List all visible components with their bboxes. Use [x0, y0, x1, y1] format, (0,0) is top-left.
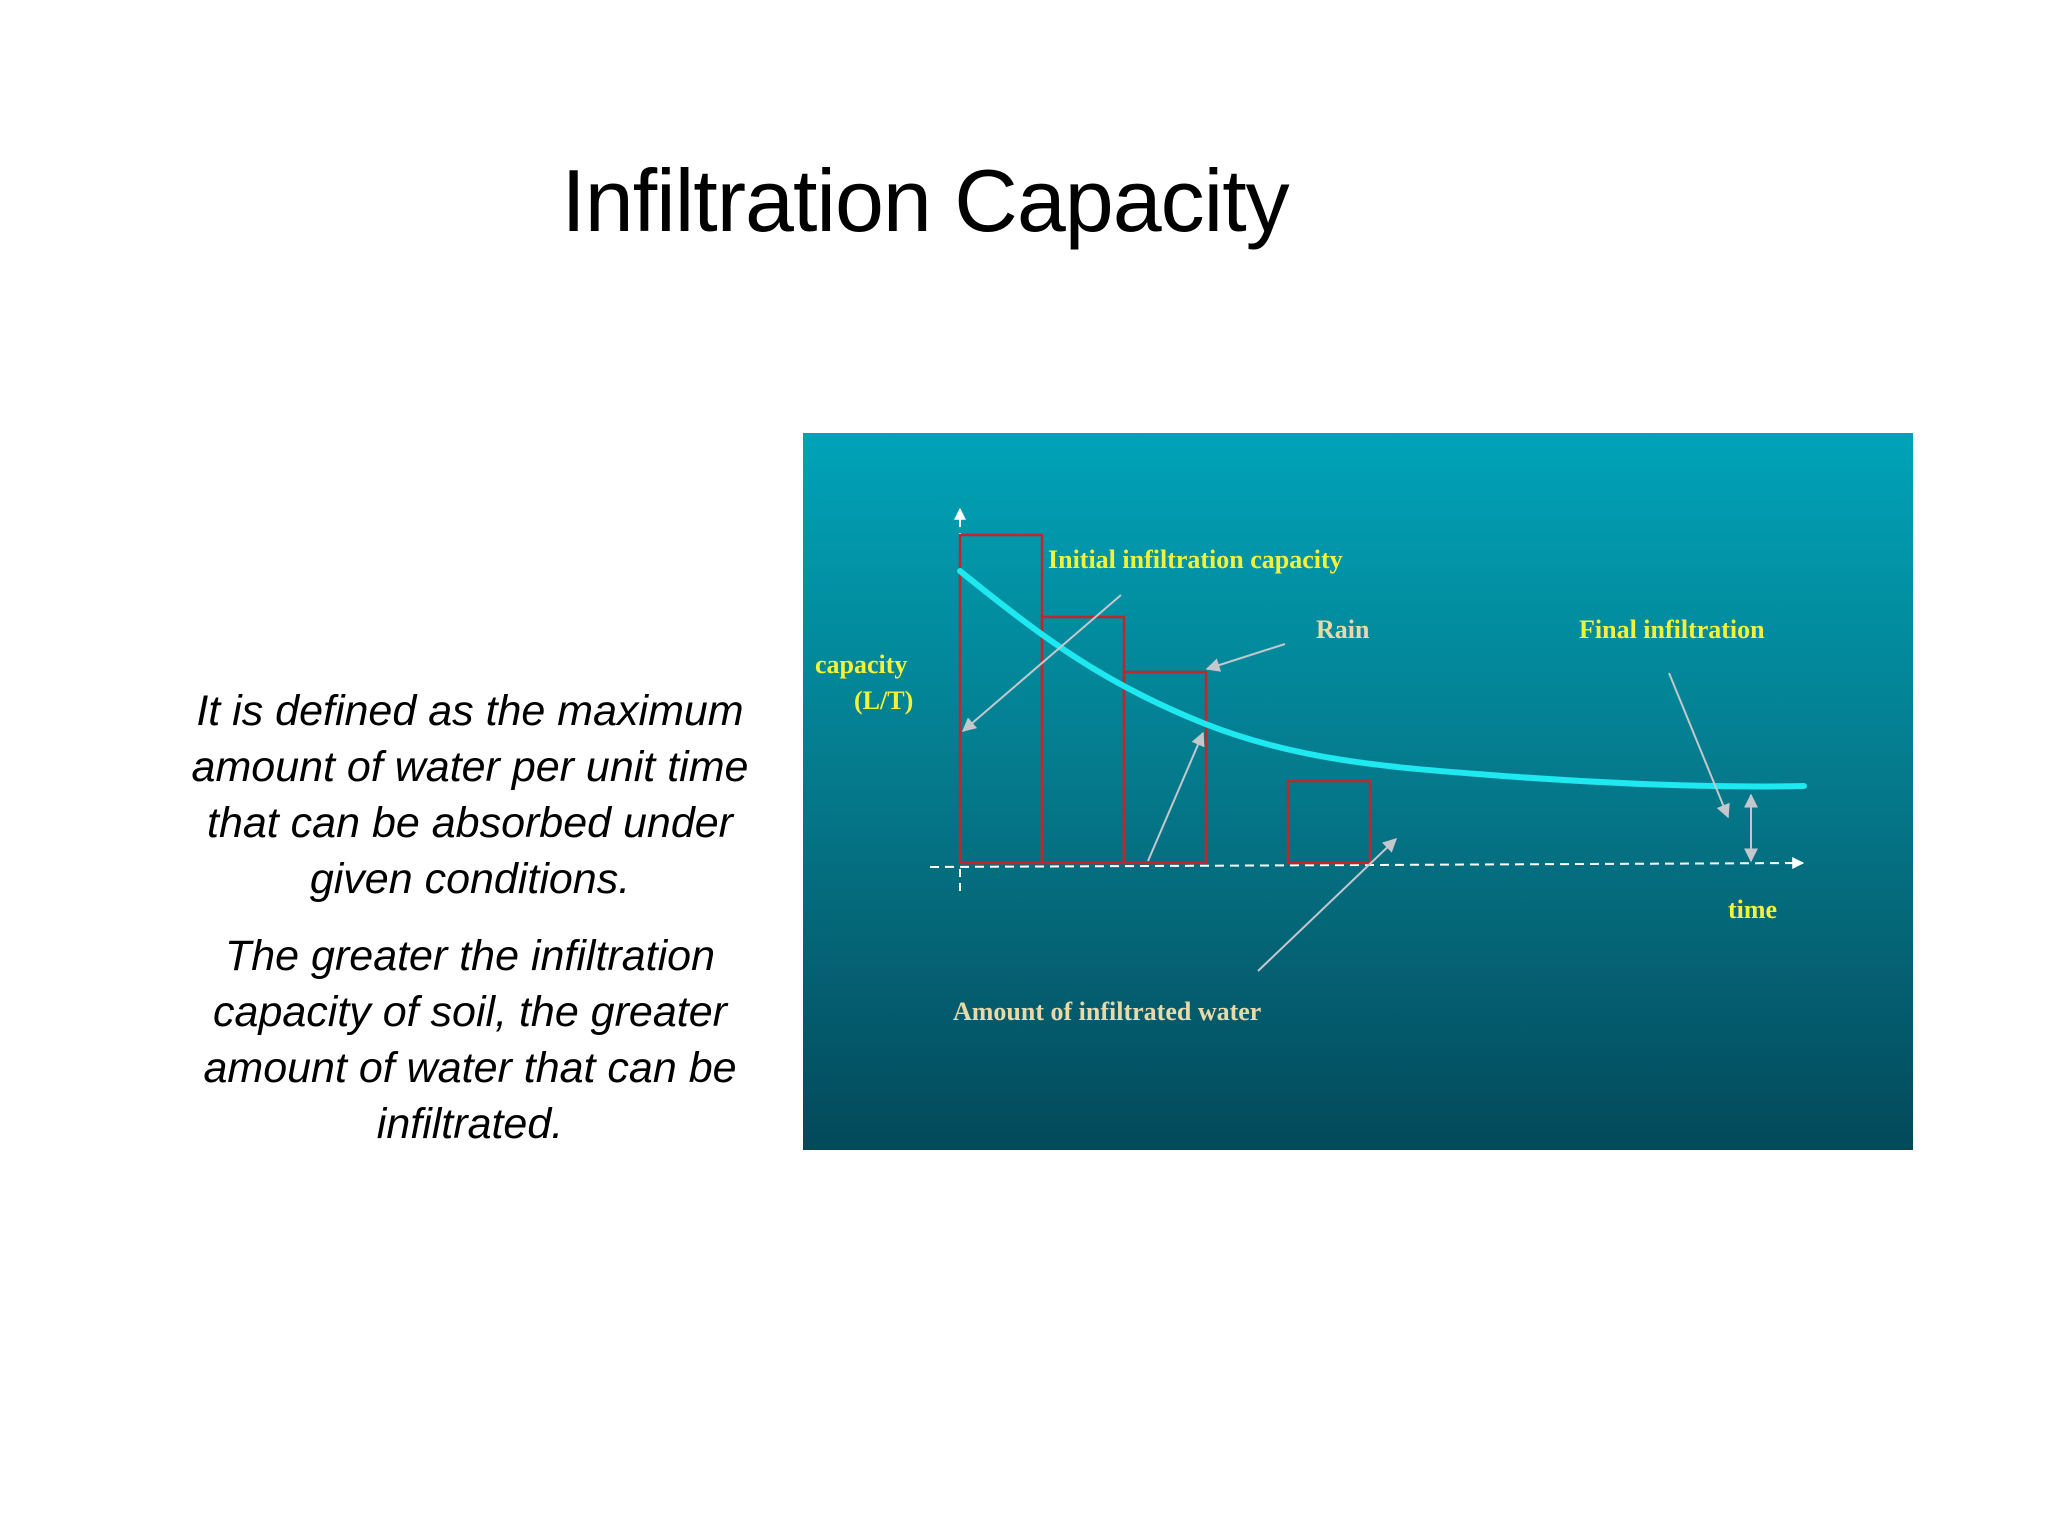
rain-label: Rain: [1316, 615, 1370, 644]
rain-arrow: [1205, 643, 1286, 672]
definition-text: It is defined as the maximum amount of w…: [160, 683, 780, 1173]
infiltrated-water-arrow: [1147, 731, 1205, 862]
initial-capacity-label: Initial infiltration capacity: [1048, 545, 1343, 574]
rain-bar: [1122, 670, 1208, 865]
diagram-svg: Initial infiltration capacity Rain Final…: [803, 433, 1913, 1150]
infiltration-curve: [957, 568, 1807, 790]
rain-bar: [1286, 779, 1372, 865]
y-axis-unit-label: (L/T): [854, 686, 913, 715]
initial-capacity-arrow: [961, 594, 1122, 732]
diagram-background: [803, 433, 1913, 1150]
infiltration-diagram: Initial infiltration capacity Rain Final…: [803, 433, 1913, 1150]
definition-paragraph: It is defined as the maximum amount of w…: [191, 687, 749, 903]
final-infiltration-label: Final infiltration: [1579, 615, 1765, 644]
y-axis-label: capacity: [815, 650, 907, 679]
infiltrated-water-arrow: [1257, 838, 1398, 972]
slide-title: Infiltration Capacity: [561, 151, 1289, 250]
x-axis: [929, 857, 1805, 870]
x-axis-label: time: [1728, 895, 1777, 924]
infiltrated-water-label: Amount of infiltrated water: [953, 997, 1261, 1026]
explanation-paragraph: The greater the infiltration capacity of…: [203, 932, 737, 1148]
final-infiltration-arrow: [1668, 672, 1730, 819]
